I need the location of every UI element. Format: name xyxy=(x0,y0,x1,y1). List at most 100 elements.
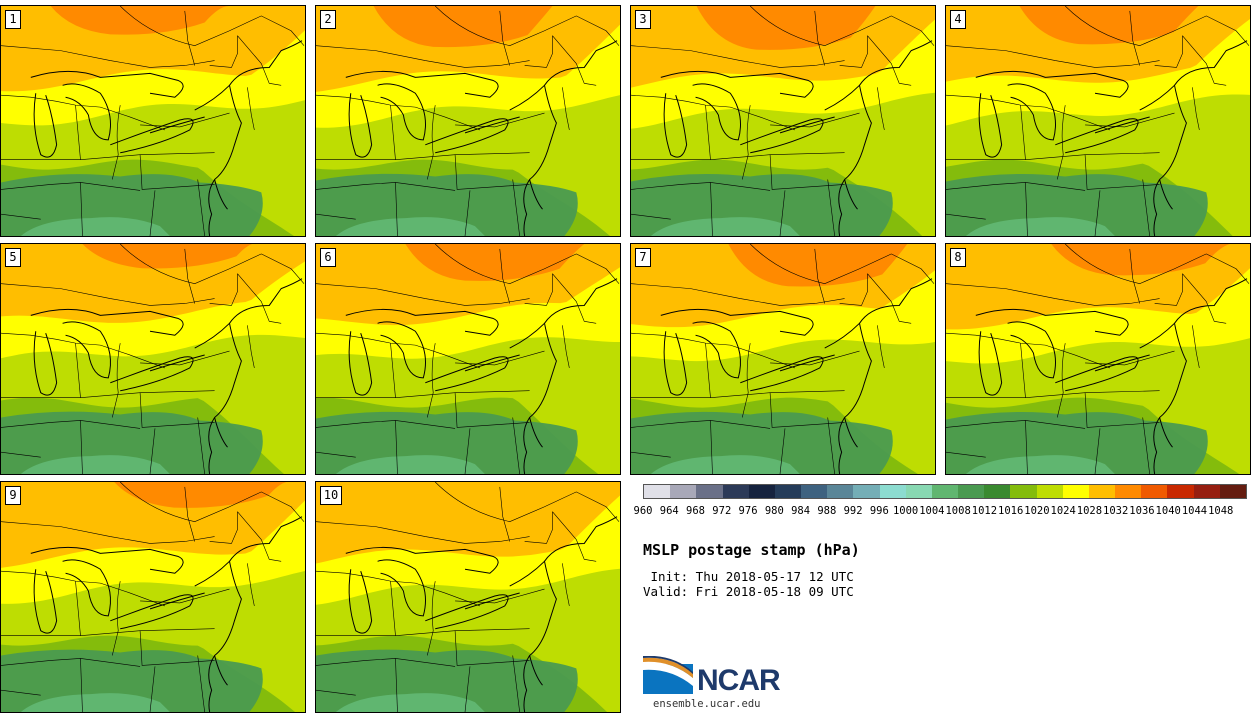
mslp-map xyxy=(1,244,305,474)
colorbar-tick-label: 1044 xyxy=(1181,505,1208,517)
mslp-1032-band xyxy=(373,6,553,48)
colorbar-tick-label: 964 xyxy=(659,505,679,517)
member-map-panel: 1 xyxy=(0,5,306,237)
colorbar-tick-label: 1032 xyxy=(1103,505,1129,517)
mslp-1028-band xyxy=(1,244,305,323)
member-number-label: 4 xyxy=(950,10,966,29)
member-map-panel: 3 xyxy=(630,5,936,237)
member-map-panel: 7 xyxy=(630,243,936,475)
colorbar-segment xyxy=(722,485,749,498)
member-number-label: 1 xyxy=(5,10,21,29)
mslp-1008-band xyxy=(650,455,800,474)
colorbar-tick-label: 968 xyxy=(686,505,705,517)
member-map-panel: 2 xyxy=(315,5,621,237)
member-number-label: 9 xyxy=(5,486,21,505)
member-map-panel: 10 xyxy=(315,481,621,713)
mslp-map xyxy=(316,482,620,712)
colorbar-tick-label: 980 xyxy=(764,505,784,517)
mslp-map xyxy=(316,244,620,474)
colorbar-segment xyxy=(1141,485,1168,498)
mslp-1008-band xyxy=(335,455,485,474)
mslp-1032-band xyxy=(114,482,294,508)
colorbar-segment xyxy=(931,485,959,498)
colorbar-tick-label: 976 xyxy=(738,505,758,517)
mslp-1008-band xyxy=(20,455,170,474)
mslp-map xyxy=(946,6,1250,236)
colorbar-segment xyxy=(827,485,854,498)
colorbar-tick-label: 972 xyxy=(712,505,732,517)
mslp-1032-band xyxy=(405,244,585,281)
colorbar-tick-label: 1036 xyxy=(1129,505,1155,517)
colorbar-tick-label: 1004 xyxy=(919,505,945,517)
colorbar-tick-label: 992 xyxy=(843,505,863,517)
mslp-map xyxy=(631,244,935,474)
member-number-label: 2 xyxy=(320,10,336,29)
mslp-1008-band xyxy=(335,217,485,236)
mslp-1008-band xyxy=(20,217,170,236)
colorbar xyxy=(643,484,1247,499)
member-number-label: 6 xyxy=(320,248,336,267)
colorbar-tick-label: 1020 xyxy=(1024,505,1050,517)
mslp-map xyxy=(631,6,935,236)
member-number-label: 7 xyxy=(635,248,651,267)
colorbar-segment xyxy=(905,485,932,498)
mslp-1032-band xyxy=(728,244,908,287)
website-url: ensemble.ucar.edu xyxy=(653,698,761,710)
valid-time: Valid: Fri 2018-05-18 09 UTC xyxy=(643,584,854,599)
colorbar-segment xyxy=(958,485,985,498)
member-map-panel: 6 xyxy=(315,243,621,475)
colorbar-segment xyxy=(984,485,1011,498)
colorbar-segment xyxy=(1193,485,1220,498)
member-number-label: 3 xyxy=(635,10,651,29)
colorbar-segment xyxy=(1167,485,1194,498)
mslp-map xyxy=(946,244,1250,474)
colorbar-segment xyxy=(1010,485,1037,498)
colorbar-tick-label: 1012 xyxy=(971,505,998,517)
member-number-label: 8 xyxy=(950,248,966,267)
member-map-panel: 8 xyxy=(945,243,1251,475)
colorbar-segment xyxy=(644,485,671,498)
init-time: Init: Thu 2018-05-17 12 UTC xyxy=(643,569,854,584)
member-map-panel: 4 xyxy=(945,5,1251,237)
colorbar-segment xyxy=(1219,485,1246,498)
mslp-1028-band xyxy=(1,6,305,92)
colorbar-segment xyxy=(1062,485,1089,498)
member-map-panel: 5 xyxy=(0,243,306,475)
colorbar-tick-label: 1040 xyxy=(1155,505,1181,517)
mslp-1008-band xyxy=(335,693,485,712)
colorbar-segment xyxy=(801,485,828,498)
mslp-1008-band xyxy=(20,693,170,712)
colorbar-segment xyxy=(670,485,697,498)
colorbar-segment xyxy=(853,485,880,498)
mslp-map xyxy=(1,482,305,712)
colorbar-segment xyxy=(748,485,775,498)
colorbar-segment xyxy=(1115,485,1142,498)
mslp-1008-band xyxy=(650,217,800,236)
mslp-1008-band xyxy=(965,217,1115,236)
colorbar-segment xyxy=(1088,485,1116,498)
member-map-panel: 9 xyxy=(0,481,306,713)
colorbar-tick-label: 1016 xyxy=(997,505,1024,517)
mslp-1032-band xyxy=(1019,6,1199,45)
colorbar-tick-label: 1028 xyxy=(1076,505,1103,517)
chart-title: MSLP postage stamp (hPa) xyxy=(643,541,860,559)
colorbar-tick-label: 988 xyxy=(817,505,837,517)
mslp-1032-band xyxy=(696,6,876,50)
colorbar-tick-label: 996 xyxy=(869,505,889,517)
colorbar-tick-label: 984 xyxy=(791,505,811,517)
colorbar-segment xyxy=(774,485,802,498)
ncar-logo-text: NCAR xyxy=(697,664,781,697)
colorbar-segment xyxy=(879,485,906,498)
colorbar-tick-label: 1008 xyxy=(945,505,971,517)
mslp-1008-band xyxy=(965,455,1115,474)
colorbar-segment xyxy=(696,485,723,498)
colorbar-tick-label: 960 xyxy=(633,505,653,517)
colorbar-tick-label: 1024 xyxy=(1050,505,1076,517)
member-number-label: 5 xyxy=(5,248,21,267)
mslp-map xyxy=(316,6,620,236)
mslp-map xyxy=(1,6,305,236)
colorbar-segment xyxy=(1036,485,1063,498)
ncar-logo-icon xyxy=(643,656,693,694)
member-number-label: 10 xyxy=(320,486,342,505)
colorbar-ticks: 960 964 968 972 976 980 984 988 992 996 1000 1004 10… xyxy=(634,505,1247,519)
